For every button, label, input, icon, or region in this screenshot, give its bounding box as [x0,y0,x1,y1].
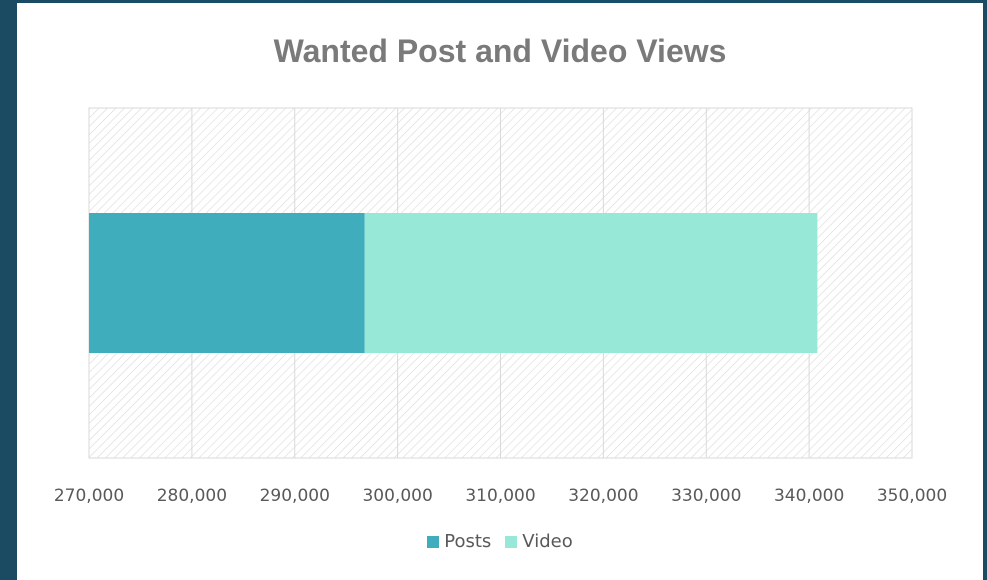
x-tick-label: 320,000 [568,486,638,506]
x-tick-label: 300,000 [362,486,432,506]
x-tick-label: 350,000 [877,486,947,506]
legend-item-posts: Posts [427,531,491,552]
legend-label-posts: Posts [444,531,492,552]
x-tick-label: 330,000 [671,486,741,506]
bar-video [364,213,818,353]
legend-label-video: Video [522,531,573,552]
x-axis-ticks: 270,000 280,000 290,000 300,000 310,000 320,0… [54,486,947,506]
chart-card: Wanted Post and Video Views 270,000 280,0… [17,3,983,580]
bars [89,213,818,353]
x-tick-label: 310,000 [465,486,535,506]
x-tick-label: 270,000 [54,486,124,506]
legend: Posts Video [17,531,983,552]
x-tick-label: 340,000 [774,486,844,506]
bar-posts [89,213,365,353]
x-tick-label: 290,000 [260,486,330,506]
x-tick-label: 280,000 [157,486,227,506]
legend-item-video: Video [505,531,573,552]
chart-title: Wanted Post and Video Views [273,33,727,69]
chart-plot: 270,000 280,000 290,000 300,000 310,000 320,0… [54,107,947,506]
legend-swatch-posts [427,535,440,548]
legend-swatch-video [505,535,518,548]
